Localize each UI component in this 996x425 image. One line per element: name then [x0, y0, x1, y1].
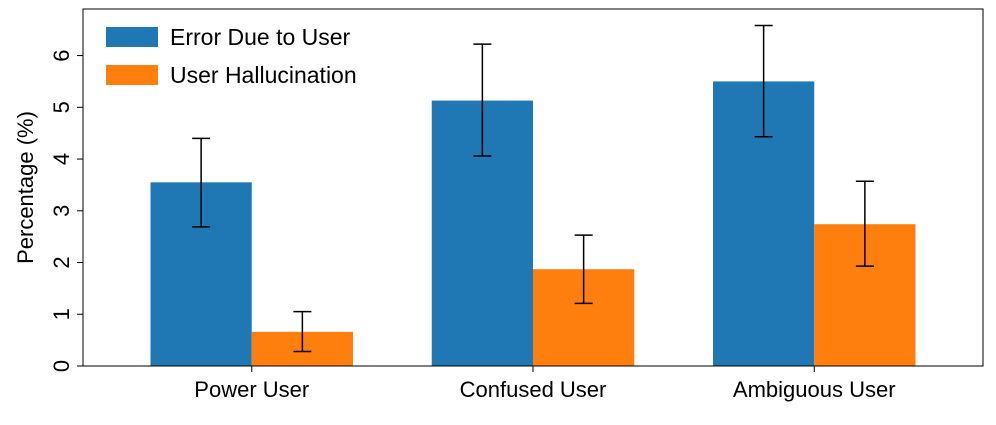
bars-layer [150, 81, 916, 367]
y-tick-label: 3 [49, 205, 74, 217]
error-bars-layer [192, 24, 874, 353]
error-bar-1-0 [293, 310, 312, 353]
x-tick-label: Confused User [460, 377, 607, 402]
legend-item: User Hallucination [106, 62, 357, 88]
error-bar-0-0 [192, 137, 211, 228]
error-bar-1-2 [855, 180, 874, 267]
error-bar-1-1 [574, 234, 593, 305]
y-tick-label: 4 [49, 153, 74, 165]
x-tick-label: Power User [194, 377, 309, 402]
legend: Error Due to User User Hallucination [106, 24, 357, 88]
y-axis: 0 1 2 3 4 5 6 [49, 49, 83, 372]
legend-label: Error Due to User [170, 24, 351, 50]
y-tick-label: 6 [49, 49, 74, 61]
legend-label: User Hallucination [170, 62, 357, 88]
y-axis-label: Percentage (%) [13, 111, 38, 264]
x-axis: Power User Confused User Ambiguous User [194, 366, 896, 402]
error-bar-0-1 [473, 43, 492, 157]
y-tick-label: 1 [49, 308, 74, 320]
y-tick-label: 5 [49, 101, 74, 113]
y-tick-label: 0 [49, 360, 74, 372]
x-tick-label: Ambiguous User [733, 377, 896, 402]
legend-swatch [106, 27, 158, 47]
error-bar-0-2 [754, 24, 773, 138]
legend-item: Error Due to User [106, 24, 351, 50]
legend-swatch [106, 65, 158, 85]
y-tick-label: 2 [49, 256, 74, 268]
